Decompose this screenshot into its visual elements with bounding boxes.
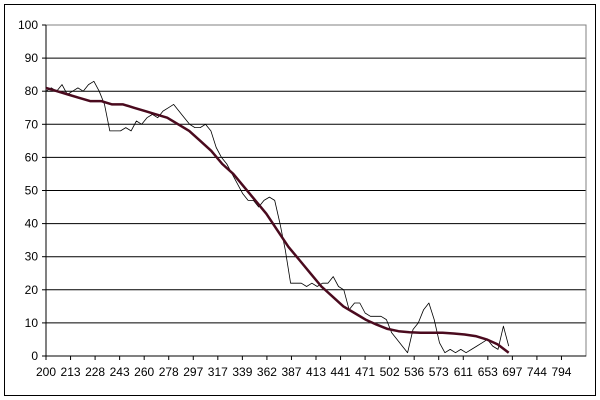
y-tick-label: 0 (31, 349, 38, 363)
y-tick-label: 60 (25, 150, 39, 164)
x-tick-label: 362 (257, 365, 277, 379)
x-tick-label: 794 (551, 365, 571, 379)
chart-frame (4, 4, 596, 396)
x-tick-label: 387 (281, 365, 301, 379)
y-tick-label: 10 (25, 316, 39, 330)
x-tick-label: 243 (110, 365, 130, 379)
x-tick-label: 413 (306, 365, 326, 379)
x-tick-label: 573 (429, 365, 449, 379)
x-tick-label: 502 (380, 365, 400, 379)
y-tick-label: 50 (25, 184, 39, 198)
x-tick-label: 536 (404, 365, 424, 379)
x-tick-label: 297 (183, 365, 203, 379)
x-tick-label: 697 (502, 365, 522, 379)
x-tick-label: 228 (85, 365, 105, 379)
series-group (45, 80, 510, 354)
x-tick-label: 317 (208, 365, 228, 379)
x-tick-label: 471 (355, 365, 375, 379)
x-tick-label: 339 (232, 365, 252, 379)
y-tick-label: 70 (25, 117, 39, 131)
x-tick-label: 441 (331, 365, 351, 379)
y-axis-ticks: 0 10 20 30 40 50 60 70 80 90 100 (18, 18, 46, 363)
x-tick-label: 278 (159, 365, 179, 379)
x-tick-label: 200 (36, 365, 56, 379)
x-tick-label: 260 (134, 365, 154, 379)
trend-line (45, 86, 510, 354)
y-tick-label: 20 (25, 283, 39, 297)
x-tick-label: 744 (527, 365, 547, 379)
y-tick-label: 80 (25, 84, 39, 98)
x-tick-label: 653 (478, 365, 498, 379)
x-axis-ticks: 200 213 228 243 260 278 297 317 339 362 387 413 441 4… (36, 356, 572, 379)
x-tick-label: 611 (454, 365, 473, 379)
y-tick-label: 100 (18, 18, 38, 32)
y-tick-label: 30 (25, 250, 39, 264)
y-tick-label: 40 (25, 217, 39, 231)
x-tick-label: 213 (61, 365, 81, 379)
y-tick-label: 90 (25, 51, 39, 65)
raw-data-line (45, 80, 510, 354)
